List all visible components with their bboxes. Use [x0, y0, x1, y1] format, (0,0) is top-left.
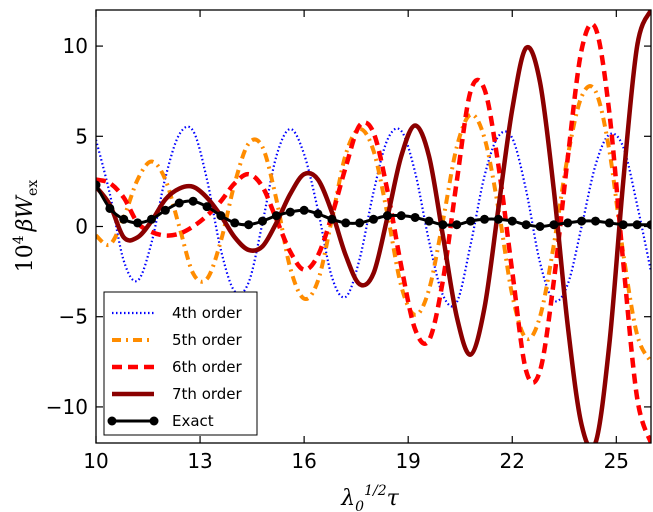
exact-marker-31 — [507, 216, 517, 226]
x-axis-label-base: λ — [340, 486, 355, 511]
exact-marker-33 — [535, 222, 545, 231]
exact-marker-8 — [188, 196, 198, 206]
exact-marker-32 — [521, 220, 531, 230]
series-layer — [96, 10, 651, 443]
exact-marker-37 — [591, 216, 600, 226]
x-tick-label: 19 — [395, 449, 420, 473]
exact-marker-23 — [396, 211, 406, 221]
exact-marker-6 — [160, 205, 170, 215]
legend-marker — [107, 416, 117, 426]
exact-marker-9 — [202, 202, 212, 212]
exact-marker-35 — [563, 218, 573, 228]
exact-marker-39 — [618, 220, 628, 230]
x-axis-label: λ01/2τ — [340, 483, 399, 512]
legend-label-4: 7th order — [172, 385, 243, 403]
x-tick-label: 13 — [187, 449, 212, 473]
series-line-1 — [96, 125, 651, 308]
y-axis-label: 104 βWex — [11, 180, 41, 273]
exact-marker-5 — [147, 214, 156, 224]
exact-marker-17 — [313, 209, 323, 219]
exact-marker-28 — [466, 216, 476, 226]
y-tick-label: −5 — [59, 305, 88, 329]
exact-marker-2 — [105, 203, 115, 213]
exact-marker-25 — [424, 216, 434, 226]
y-axis-label-mid: βW — [13, 194, 38, 233]
exact-marker-22 — [382, 211, 392, 221]
legend-marker — [149, 416, 159, 426]
legend-label-5: Exact — [172, 412, 214, 430]
legend: 4th order 5th order 6th order 7th order Exac… — [103, 291, 258, 436]
exact-marker-19 — [341, 218, 351, 228]
exact-marker-14 — [271, 211, 281, 221]
exact-marker-21 — [369, 214, 378, 224]
exact-marker-16 — [299, 205, 309, 215]
exact-marker-26 — [438, 220, 448, 230]
legend-label-2: 5th order — [172, 331, 243, 349]
exact-marker-12 — [244, 220, 254, 230]
exact-marker-15 — [285, 207, 295, 217]
exact-marker-34 — [549, 220, 559, 230]
exact-marker-27 — [452, 220, 462, 230]
exact-marker-30 — [493, 214, 503, 224]
legend-label-1: 4th order — [172, 304, 243, 322]
exact-marker-10 — [216, 211, 226, 221]
exact-marker-18 — [327, 214, 337, 224]
y-axis-label-sup: 4 — [11, 235, 27, 244]
exact-marker-11 — [230, 218, 240, 228]
exact-marker-7 — [174, 198, 184, 208]
exact-marker-38 — [604, 218, 614, 228]
legend-frame — [103, 291, 258, 436]
exact-marker-4 — [133, 218, 143, 228]
exact-marker-36 — [577, 216, 587, 226]
x-tick-label: 16 — [291, 449, 316, 473]
y-tick-label: 10 — [63, 34, 88, 58]
exact-marker-3 — [119, 214, 129, 224]
exact-marker-29 — [480, 214, 489, 224]
series-line-4 — [96, 10, 651, 443]
exact-marker-40 — [632, 220, 642, 230]
exact-marker-13 — [258, 216, 267, 226]
y-axis-label-sub: ex — [25, 180, 41, 196]
x-tick-label: 25 — [604, 449, 629, 473]
exact-marker-24 — [410, 212, 420, 222]
exact-marker-20 — [355, 218, 365, 228]
x-tick-label: 22 — [500, 449, 525, 473]
exact-marker-1 — [96, 180, 101, 190]
x-axis-label-sub: 0 — [355, 499, 364, 512]
y-tick-label: 0 — [75, 215, 88, 239]
tick-layer: 10 13 16 19 22 25 10 5 0 −5 −10 — [46, 10, 651, 473]
y-tick-label: −10 — [46, 395, 88, 419]
y-axis-label-base: 10 — [13, 244, 38, 272]
x-axis-label-sup: 1/2 — [364, 483, 387, 499]
x-axis-label-tail: τ — [387, 486, 400, 511]
y-tick-label: 5 — [75, 124, 88, 148]
x-tick-label: 10 — [83, 449, 108, 473]
legend-label-3: 6th order — [172, 358, 243, 376]
